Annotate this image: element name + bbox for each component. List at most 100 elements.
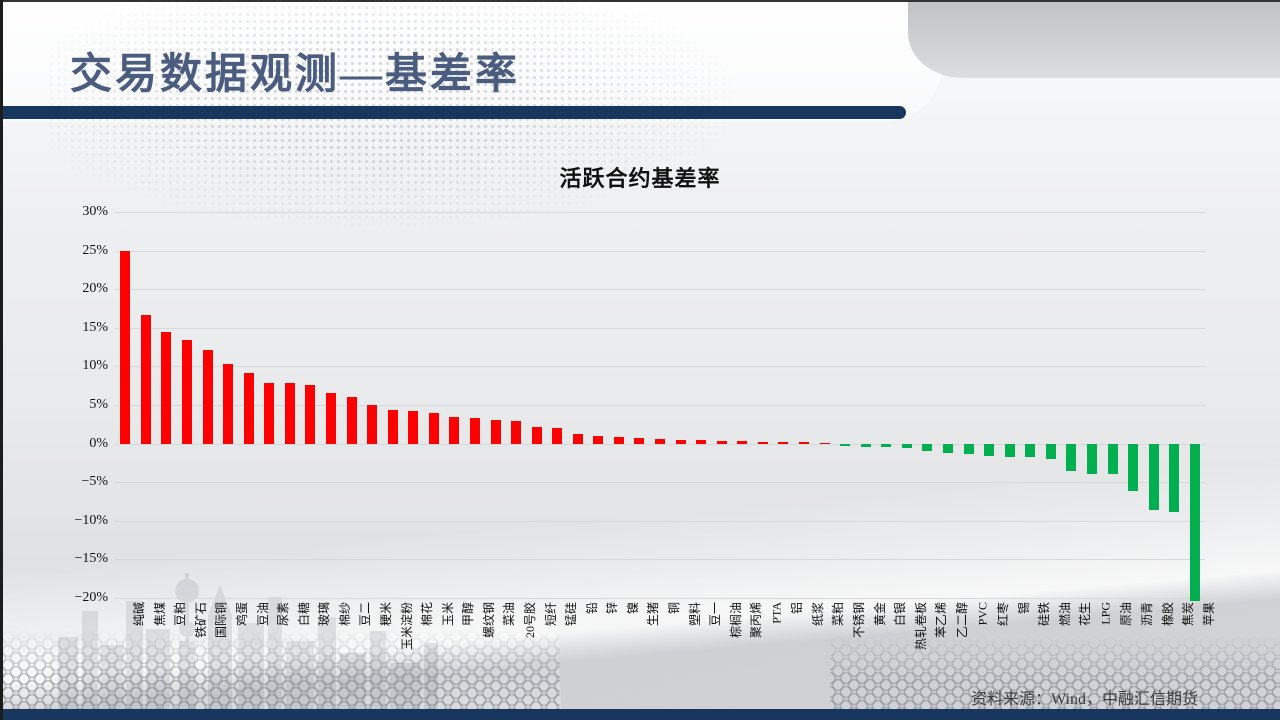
header-band <box>0 0 942 122</box>
gridline <box>115 443 1205 445</box>
x-axis-category-label-text: PTA <box>769 602 784 624</box>
x-axis-category-label-text: 玻璃 <box>317 602 332 627</box>
title-divider-bar <box>3 106 906 119</box>
bar <box>305 384 316 444</box>
x-axis-category-label-text: 焦煤 <box>152 602 167 627</box>
bar <box>449 417 460 444</box>
x-axis-category-label-text: 白糖 <box>296 602 311 627</box>
x-axis-category-label-text: 锌 <box>605 602 620 615</box>
x-axis-category-label-text: 苯乙烯 <box>934 602 949 639</box>
gridline <box>115 482 1205 484</box>
gridline <box>115 405 1205 406</box>
bar <box>737 440 748 444</box>
x-axis-category-label-text: 20号胶 <box>523 602 537 639</box>
bar <box>860 443 871 447</box>
bar <box>552 428 563 444</box>
bar <box>613 436 624 444</box>
gridline <box>115 289 1205 291</box>
city-skyline-watermark <box>58 573 438 710</box>
x-axis-category-label-text: 焦炭 <box>1181 602 1196 627</box>
y-axis-tick-label: −20% <box>74 590 108 605</box>
bar <box>182 340 192 444</box>
header-gray-corner <box>908 0 1280 78</box>
x-axis-category-label-text: 沥青 <box>1140 602 1154 627</box>
bar <box>346 396 357 444</box>
bar <box>511 421 521 444</box>
y-axis-tick-label: −10% <box>74 512 108 528</box>
bar <box>984 443 995 456</box>
x-axis-category-label-text: 聚丙烯 <box>749 602 764 639</box>
gridline <box>115 520 1205 522</box>
x-axis-category-label-text: 螺纹钢 <box>481 602 496 639</box>
bar <box>716 440 727 444</box>
bar <box>264 382 275 444</box>
bar <box>531 426 542 444</box>
x-axis-category-label-text: 豆二 <box>358 602 373 627</box>
bar <box>223 364 234 444</box>
bar <box>140 315 151 444</box>
bar <box>202 350 213 444</box>
x-axis-category-label-text: 菜粕 <box>831 602 846 627</box>
x-axis-category-label-text: 橡胶 <box>1160 602 1175 627</box>
gridline <box>115 212 1205 213</box>
x-axis-category-label-text: 燃油 <box>1057 602 1072 627</box>
x-axis-category-label-text: 花生 <box>1078 602 1093 627</box>
x-axis-category-label-text: 豆粕 <box>173 602 188 627</box>
bar <box>778 442 789 444</box>
x-axis-category-label-text: 苹果 <box>1201 602 1216 627</box>
x-axis-category-label-text: 红枣 <box>996 602 1011 627</box>
bar <box>325 392 336 444</box>
x-axis-category-label-text: 铁矿石 <box>194 602 208 639</box>
x-axis-category-label-text: 乙二醇 <box>954 602 969 639</box>
x-axis-category-label-text: 鸡蛋 <box>235 602 250 627</box>
x-axis-category-label-text: 不锈钢 <box>852 602 867 639</box>
bar <box>469 418 480 444</box>
bar <box>901 443 912 449</box>
x-axis-category-label-text: 短纤 <box>543 602 558 627</box>
bar <box>696 440 707 444</box>
x-axis-category-label-text: 玉米淀粉 <box>399 602 414 651</box>
bar <box>408 411 419 444</box>
x-axis-category-label-text: 锰硅 <box>564 602 579 627</box>
gridline <box>115 598 1205 599</box>
bar <box>1025 443 1036 458</box>
y-axis-tick-label: −15% <box>74 551 108 567</box>
y-axis-tick-label: 25% <box>82 242 108 258</box>
x-axis-category-label-text: 甲醇 <box>461 602 476 627</box>
bar <box>655 438 665 444</box>
x-axis-category-label-text: 原油 <box>1119 602 1134 627</box>
source-note: 资料来源：Wind，中融汇信期货 <box>971 691 1198 708</box>
x-axis-category-label-text: 铅 <box>584 602 599 615</box>
gridline <box>115 559 1205 561</box>
bar <box>1066 443 1077 472</box>
bar <box>1107 443 1118 475</box>
x-axis-category-label-text: 硅铁 <box>1037 602 1052 627</box>
hexagon-pattern-left <box>0 630 560 710</box>
x-axis-category-label-text: 黄金 <box>872 602 887 627</box>
bar <box>675 439 686 444</box>
y-axis-tick-label: 10% <box>82 358 108 374</box>
bar <box>243 372 254 444</box>
bar <box>1004 443 1015 458</box>
x-axis-category-label-text: LPG <box>1098 602 1113 625</box>
x-axis-category-label-text: 铜 <box>667 602 681 615</box>
bar <box>881 443 892 448</box>
x-axis-category-label-text: 热轧卷板 <box>913 602 928 651</box>
y-axis-tick-label: 30% <box>82 204 108 219</box>
gridline <box>115 366 1205 368</box>
bar <box>1189 443 1200 602</box>
gridline <box>115 250 1205 252</box>
slide-title: 交易数据观测—基差率 <box>70 52 521 98</box>
y-axis-tick-label: 0% <box>89 435 108 451</box>
bar <box>120 250 131 444</box>
y-axis-tick-label: 15% <box>82 319 108 335</box>
bar <box>634 437 645 444</box>
bar <box>1045 443 1056 460</box>
bar <box>840 443 851 446</box>
